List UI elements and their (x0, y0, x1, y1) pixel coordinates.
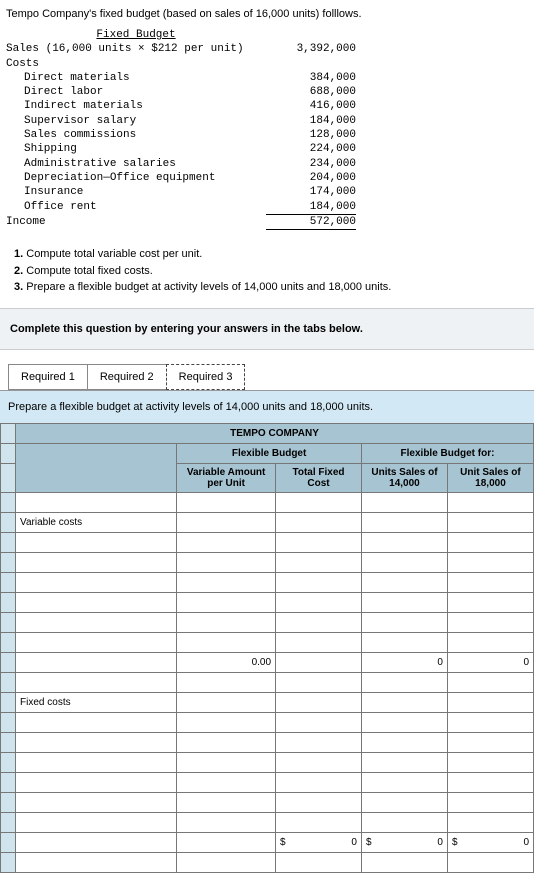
tot-fixed-header: Total Fixed Cost (276, 463, 362, 492)
cell-input[interactable] (16, 592, 177, 612)
cell-input[interactable] (16, 772, 177, 792)
total-14: $0 (361, 832, 447, 852)
budget-income: Income (6, 215, 266, 230)
fixed-budget-header: Fixed Budget (96, 29, 175, 41)
cell-input[interactable] (361, 492, 447, 512)
tab-required-1[interactable]: Required 1 (8, 364, 88, 390)
cell-input[interactable] (16, 612, 177, 632)
budget-sales: Sales (16,000 units × $212 per unit) (6, 42, 266, 56)
tab-instruction: Prepare a flexible budget at activity le… (0, 390, 534, 423)
cell-input[interactable] (16, 712, 177, 732)
tab-required-3[interactable]: Required 3 (166, 364, 246, 390)
question-1: 1. Compute total variable cost per unit. (14, 246, 524, 263)
flex-budget-header: Flexible Budget (177, 443, 362, 463)
tabs: Required 1 Required 2 Required 3 (0, 350, 534, 390)
cell-input[interactable] (16, 632, 177, 652)
cell-input[interactable] (16, 812, 177, 832)
cell-input[interactable] (447, 492, 533, 512)
question-3: 3. Prepare a flexible budget at activity… (14, 279, 524, 296)
cell-input[interactable] (16, 552, 177, 572)
cell-input[interactable] (16, 572, 177, 592)
flexible-budget-sheet: TEMPO COMPANY Flexible Budget Flexible B… (0, 423, 534, 873)
question-list: 1. Compute total variable cost per unit.… (0, 240, 534, 308)
budget-costs: Costs (6, 57, 266, 71)
cell-input[interactable] (16, 832, 177, 852)
total-fixed: $0 (276, 832, 362, 852)
var-amt-header: Variable Amount per Unit (177, 463, 276, 492)
instruction-bar: Complete this question by entering your … (0, 308, 534, 350)
cell-input[interactable] (16, 492, 177, 512)
flex-for-header: Flexible Budget for: (361, 443, 533, 463)
cell-input[interactable] (16, 852, 177, 872)
subtotal-var: 0.00 (177, 652, 276, 672)
intro-text: Tempo Company's fixed budget (based on s… (0, 0, 534, 24)
u18-header: Unit Sales of 18,000 (447, 463, 533, 492)
subtotal-14: 0 (361, 652, 447, 672)
fixed-budget-table: Fixed Budget Sales (16,000 units × $212 … (0, 24, 534, 240)
cell-input[interactable] (16, 532, 177, 552)
fixed-costs-label: Fixed costs (16, 692, 177, 712)
cell-input[interactable] (177, 492, 276, 512)
variable-costs-label: Variable costs (16, 512, 177, 532)
total-18: $0 (447, 832, 533, 852)
subtotal-18: 0 (447, 652, 533, 672)
cell-input[interactable] (276, 492, 362, 512)
tab-required-2[interactable]: Required 2 (87, 364, 167, 390)
cell-input[interactable] (16, 652, 177, 672)
question-2: 2. Compute total fixed costs. (14, 263, 524, 280)
cell-input[interactable] (16, 792, 177, 812)
cell-input[interactable] (16, 752, 177, 772)
u14-header: Units Sales of 14,000 (361, 463, 447, 492)
cell-input[interactable] (16, 732, 177, 752)
cell-input[interactable] (16, 672, 177, 692)
company-header: TEMPO COMPANY (16, 423, 534, 443)
